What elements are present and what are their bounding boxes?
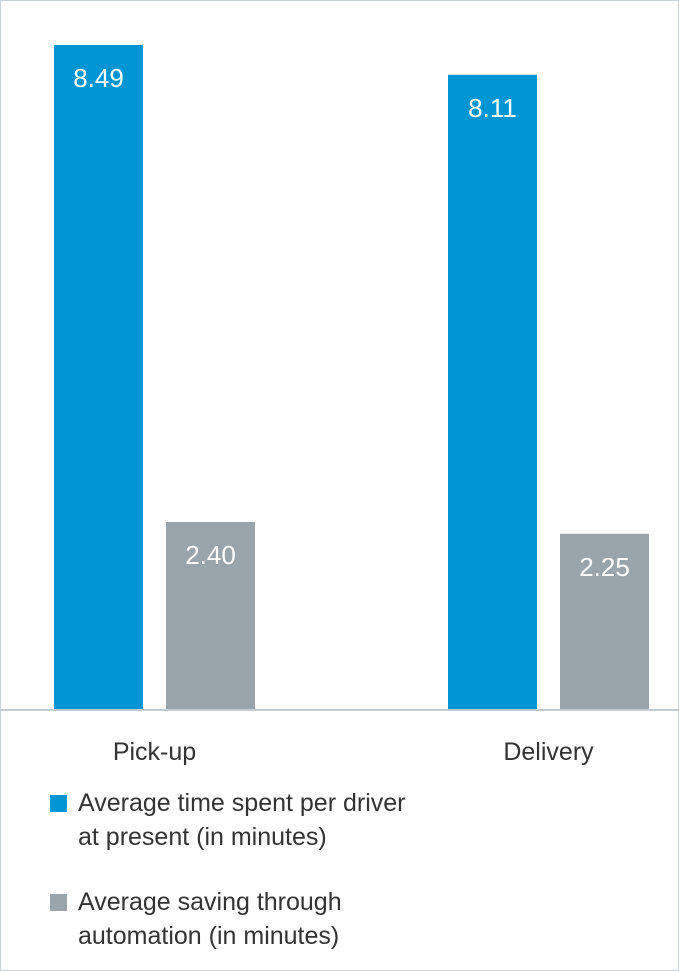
x-tick-label-delivery: Delivery	[503, 738, 594, 766]
legend-label-line2: automation (in minutes)	[78, 922, 340, 950]
legend-swatch-blue	[50, 795, 67, 812]
x-tick-label-pick-up: Pick-up	[113, 738, 196, 766]
legend: Average time spent per driver at present…	[50, 786, 508, 953]
legend-item-automation-saving: Average saving through automation (in mi…	[50, 885, 508, 953]
data-label: 2.40	[185, 540, 236, 570]
legend-label-line2: at present (in minutes)	[78, 823, 327, 851]
data-label: 8.49	[73, 63, 124, 93]
legend-label-line1: Average time spent per driver	[78, 789, 406, 817]
data-label: 2.25	[579, 552, 630, 582]
bar-chart: 8.49 8.11 2.40 2.25 Pick-up Delivery	[0, 45, 679, 766]
bar-saving-pick-up	[166, 522, 255, 710]
legend-swatch-gray	[50, 894, 67, 911]
bar-present-pick-up	[54, 45, 143, 710]
bar-present-delivery	[448, 74, 537, 711]
bar-saving-delivery	[560, 533, 649, 710]
data-label: 8.11	[468, 93, 517, 123]
legend-label-line1: Average saving through	[78, 888, 342, 916]
legend-item-present-time: Average time spent per driver at present…	[50, 786, 508, 854]
